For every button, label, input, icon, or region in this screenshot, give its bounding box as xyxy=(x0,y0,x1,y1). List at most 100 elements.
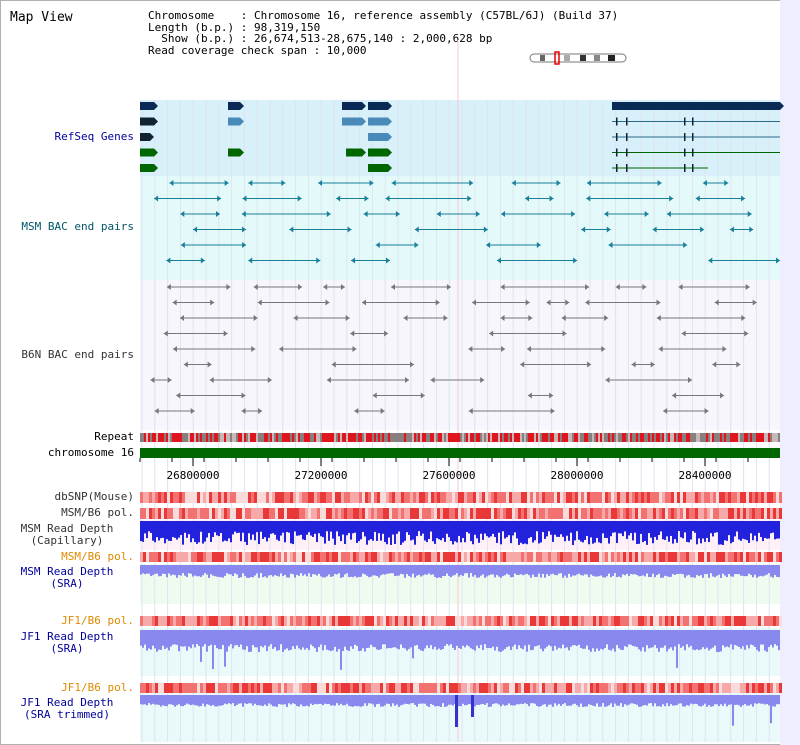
jf1-b6-pol-strip xyxy=(371,616,374,626)
jf1-b6-pol-strip xyxy=(239,683,242,693)
b6n-bac-end xyxy=(150,377,155,383)
jf1-b6-pol-strip xyxy=(449,616,452,626)
repeat-block xyxy=(366,433,368,442)
dbsnp-strip xyxy=(392,492,395,503)
jf1-b6-pol-strip xyxy=(263,616,266,626)
msm-depth-sra-bar xyxy=(348,565,350,578)
jf1-b6-pol-strip xyxy=(251,683,254,693)
repeat-block xyxy=(288,433,290,442)
b6n-bac-end xyxy=(372,392,377,399)
jf1-b6-pol-strip xyxy=(518,616,521,626)
jf1-depth-trimmed-bar xyxy=(636,695,638,705)
msm-depth-sra-bar xyxy=(584,565,586,575)
refseq-exon xyxy=(692,133,694,141)
jf1-depth-trimmed-bar xyxy=(724,695,726,704)
track-label-refseq[interactable]: RefSeq Genes xyxy=(54,130,134,143)
msm-depth-sra-bar xyxy=(740,565,742,576)
jf1-b6-pol-strip xyxy=(209,683,212,693)
repeat-block xyxy=(778,433,780,442)
jf1-depth-trimmed-bar xyxy=(322,695,324,706)
msm-depth-sra-bar xyxy=(516,565,518,575)
jf1-b6-pol-strip xyxy=(767,683,770,693)
track-label-jf1-b6-pol-1[interactable]: JF1/B6 pol. xyxy=(61,614,134,627)
track-label-repeat[interactable]: Repeat xyxy=(94,430,134,443)
jf1-depth-trimmed-bar xyxy=(432,695,434,705)
jf1-depth-sra-bar xyxy=(154,630,156,649)
msm-depth-capillary-bar xyxy=(388,521,390,538)
msm-b6-pol-strip xyxy=(545,508,548,519)
jf1-depth-trimmed-bar xyxy=(280,695,282,705)
repeat-block xyxy=(446,433,448,442)
track-label-msm-depth-capillary[interactable]: MSM Read Depth (Capillary) xyxy=(20,522,114,547)
msm-b6-pol-strip xyxy=(743,508,746,519)
jf1-depth-trimmed-bar xyxy=(236,695,238,705)
jf1-depth-sra-bar xyxy=(142,630,144,648)
b6n-bac-end xyxy=(525,299,530,306)
msm-depth-sra-bar xyxy=(264,565,266,577)
msm-depth-capillary-bar xyxy=(312,521,314,537)
repeat-block xyxy=(286,433,288,442)
msm-depth-capillary-bar xyxy=(554,521,556,535)
msm-b6-pol-strip xyxy=(197,552,200,562)
jf1-depth-sra-bar xyxy=(576,630,578,647)
msm-b6-pol-strip xyxy=(572,552,575,562)
jf1-b6-pol-strip xyxy=(593,616,596,626)
jf1-depth-trimmed-bar xyxy=(186,695,188,704)
track-label-chromosome[interactable]: chromosome 16 xyxy=(47,446,134,459)
jf1-depth-sra-bar xyxy=(232,630,234,649)
msm-depth-sra-bar xyxy=(156,565,158,574)
dbsnp-strip xyxy=(416,492,419,503)
jf1-b6-pol-strip xyxy=(476,616,479,626)
repeat-block xyxy=(772,433,774,442)
jf1-b6-pol-strip xyxy=(452,683,455,693)
msm-depth-capillary-bar xyxy=(778,521,780,539)
repeat-block xyxy=(624,433,626,442)
msm-bac-end xyxy=(166,257,171,264)
repeat-block xyxy=(238,433,240,442)
jf1-depth-trimmed-bar xyxy=(536,695,538,706)
msm-depth-sra-bar xyxy=(152,565,154,576)
repeat-block xyxy=(424,433,426,442)
track-label-b6n-bac[interactable]: B6N BAC end pairs xyxy=(21,348,134,361)
jf1-b6-pol-strip xyxy=(632,683,635,693)
jf1-b6-pol-strip xyxy=(560,683,563,693)
msm-depth-capillary-bar xyxy=(446,521,448,534)
jf1-depth-trimmed-bar xyxy=(742,695,744,706)
refseq-exon xyxy=(684,117,686,126)
jf1-depth-trimmed-bar xyxy=(634,695,636,705)
track-label-msm-b6-pol-1[interactable]: MSM/B6 pol. xyxy=(61,506,134,519)
msm-b6-pol-strip xyxy=(332,552,335,562)
repeat-block xyxy=(684,433,686,442)
b6n-bac-end xyxy=(258,408,263,414)
jf1-depth-trimmed-bar xyxy=(726,695,728,707)
jf1-depth-sra-bar xyxy=(384,630,386,645)
track-label-msm-bac[interactable]: MSM BAC end pairs xyxy=(21,220,134,233)
msm-depth-sra-bar xyxy=(170,565,172,576)
track-label-jf1-depth-sra[interactable]: JF1 Read Depth (SRA) xyxy=(20,630,114,655)
jf1-depth-sra-bar xyxy=(568,630,570,651)
repeat-block xyxy=(222,433,224,442)
dbsnp-strip xyxy=(575,492,578,503)
jf1-b6-pol-strip xyxy=(590,616,593,626)
track-label-msm-b6-pol-2[interactable]: MSM/B6 pol. xyxy=(61,550,134,563)
msm-bac-end xyxy=(702,180,707,186)
msm-depth-sra-bar xyxy=(526,565,528,574)
track-label-jf1-b6-pol-2[interactable]: JF1/B6 pol. xyxy=(61,681,134,694)
jf1-depth-trimmed-bar xyxy=(722,695,724,706)
repeat-block xyxy=(276,433,278,442)
track-label-msm-depth-sra[interactable]: MSM Read Depth (SRA) xyxy=(20,565,114,590)
track-label-jf1-depth-trimmed[interactable]: JF1 Read Depth (SRA trimmed) xyxy=(20,696,114,721)
repeat-block xyxy=(220,433,222,442)
jf1-depth-trimmed-bar xyxy=(204,695,206,707)
jf1-depth-trimmed-bar xyxy=(210,695,212,707)
track-label-dbsnp[interactable]: dbSNP(Mouse) xyxy=(54,490,134,503)
jf1-depth-sra-bar xyxy=(308,630,310,651)
refseq-gene-arrow xyxy=(388,102,392,110)
dbsnp-strip xyxy=(698,492,701,503)
dbsnp-strip xyxy=(674,492,677,503)
msm-b6-pol-strip xyxy=(623,552,626,562)
msm-depth-sra-bar xyxy=(230,565,232,575)
msm-b6-pol-strip xyxy=(266,552,269,562)
dbsnp-strip xyxy=(140,492,143,503)
